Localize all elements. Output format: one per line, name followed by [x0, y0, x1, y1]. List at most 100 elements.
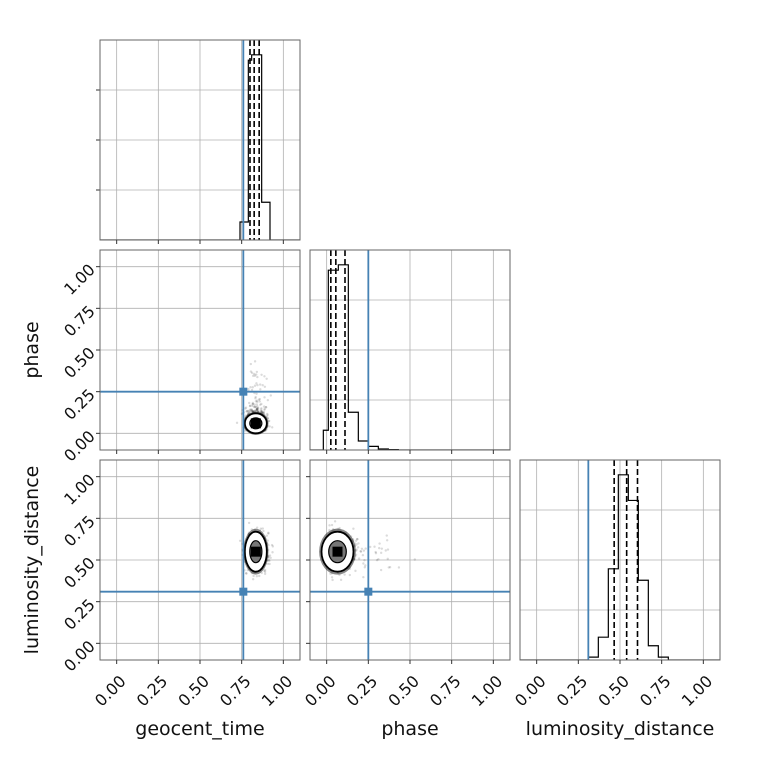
sample-point	[268, 425, 271, 428]
y-axis-label-luminosity_distance: luminosity_distance	[21, 466, 43, 655]
sample-point	[386, 548, 390, 551]
sample-point	[244, 406, 248, 409]
sample-point	[255, 406, 258, 409]
panel-phase-hist	[309, 249, 511, 454]
sample-point	[251, 403, 254, 406]
x-tick-label: 1.00	[678, 672, 717, 711]
sample-point	[361, 553, 365, 557]
sample-point	[249, 409, 253, 412]
sample-point	[263, 569, 266, 573]
sample-point	[251, 404, 254, 408]
sample-point	[364, 547, 367, 550]
sample-point	[268, 562, 271, 566]
sample-point	[269, 394, 273, 397]
x-tick-label: 0.00	[511, 672, 550, 711]
sample-point	[265, 412, 269, 416]
sample-point	[248, 408, 252, 412]
sample-point	[265, 377, 268, 380]
sample-point	[343, 573, 346, 576]
sample-point	[379, 551, 383, 555]
x-axis-label-phase: phase	[381, 718, 438, 740]
sample-point	[259, 410, 263, 413]
sample-point	[255, 574, 259, 578]
sample-point	[262, 410, 266, 414]
sample-point	[256, 375, 259, 379]
sample-point	[246, 409, 250, 413]
sample-point	[254, 397, 257, 400]
sample-point	[265, 534, 269, 537]
sample-point	[363, 566, 367, 569]
sample-point	[263, 396, 266, 399]
sample-point	[363, 559, 366, 562]
truth-marker	[364, 587, 373, 596]
sample-point	[259, 388, 262, 391]
x-tick-label: 0.50	[384, 672, 423, 711]
sample-point	[330, 523, 334, 527]
sample-point	[262, 405, 266, 408]
sample-point	[268, 554, 272, 557]
sample-point	[348, 573, 352, 577]
sample-point	[263, 572, 267, 576]
sample-point	[249, 370, 253, 373]
sample-point	[245, 410, 249, 413]
panel-luminosity_distance-hist: 0.00 0.25 0.50 0.75 1.00	[511, 459, 721, 711]
sample-point	[357, 557, 361, 560]
x-tick-label: 0.50	[594, 672, 633, 711]
sample-point	[251, 402, 255, 406]
sample-point	[355, 548, 358, 551]
sample-point	[354, 569, 357, 573]
sample-point	[256, 383, 259, 387]
x-tick-label: 0.75	[636, 672, 675, 711]
sample-point	[261, 410, 264, 414]
sample-point	[249, 385, 252, 389]
sample-point	[250, 388, 254, 392]
sample-point	[256, 406, 260, 410]
sample-point	[258, 383, 262, 386]
sample-point	[339, 578, 343, 582]
sample-point	[260, 409, 264, 413]
sample-point	[255, 408, 258, 411]
sample-point	[359, 549, 362, 553]
x-tick-label: 0.25	[133, 672, 172, 711]
sample-point	[253, 405, 256, 409]
sample-point	[248, 401, 251, 405]
sample-point	[255, 526, 259, 529]
sample-point	[271, 551, 274, 554]
sample-point	[254, 373, 258, 376]
sample-point	[265, 414, 269, 418]
density-peak	[250, 418, 261, 429]
sample-point	[397, 566, 401, 569]
sample-point	[258, 400, 261, 403]
sample-point	[263, 570, 267, 574]
sample-point	[255, 407, 259, 411]
sample-point	[253, 409, 257, 412]
x-tick-label: 0.75	[216, 672, 255, 711]
sample-point	[252, 410, 255, 413]
sample-point	[384, 549, 387, 552]
sample-point	[249, 404, 252, 407]
sample-point	[385, 539, 389, 542]
sample-point	[331, 578, 334, 582]
sample-point	[260, 402, 263, 406]
sample-point	[255, 370, 259, 374]
sample-point	[263, 375, 266, 378]
sample-point	[356, 538, 359, 541]
sample-point	[271, 545, 275, 548]
sample-point	[264, 405, 268, 409]
sample-point	[247, 410, 251, 413]
sample-point	[252, 574, 255, 578]
sample-point	[255, 410, 259, 413]
truth-marker	[239, 387, 248, 396]
y-tick-label: 0.75	[60, 302, 99, 341]
sample-point	[253, 403, 256, 406]
sample-point	[369, 545, 372, 549]
sample-point	[266, 413, 269, 417]
sample-point	[269, 556, 272, 560]
sample-point	[362, 562, 365, 565]
sample-point	[248, 404, 252, 408]
sample-point	[268, 559, 271, 563]
density-peak	[332, 546, 343, 557]
sample-point	[258, 397, 261, 401]
sample-point	[264, 406, 268, 409]
